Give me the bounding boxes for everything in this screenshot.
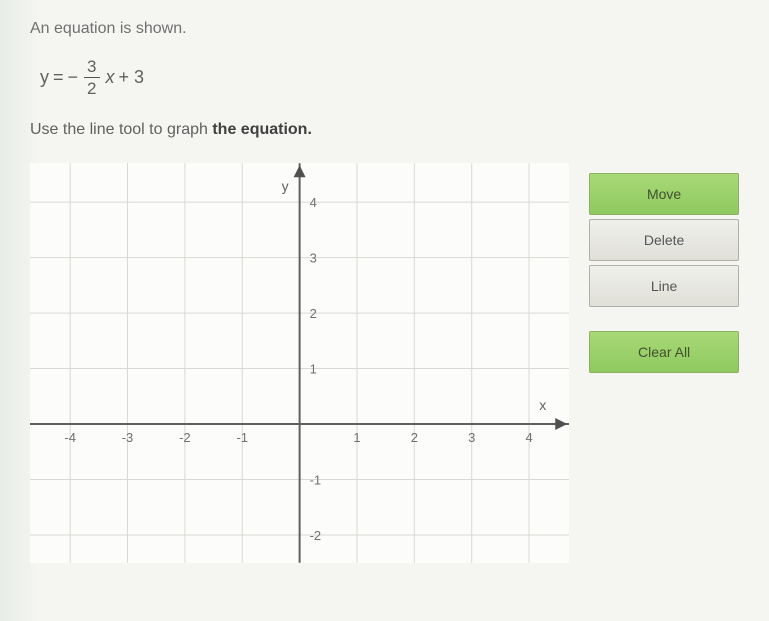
delete-button[interactable]: Delete <box>589 219 739 261</box>
instruction-text: Use the line tool to graph the equation. <box>30 121 739 139</box>
tool-gap <box>589 311 739 327</box>
main-area: -4 -3 -2 -1 1 2 3 4 -2 -1 1 2 3 4 y x Move Delete Line … <box>30 163 739 563</box>
svg-text:2: 2 <box>411 430 418 445</box>
svg-text:-4: -4 <box>64 430 76 445</box>
fraction-denominator: 2 <box>84 78 99 97</box>
svg-text:3: 3 <box>310 251 317 266</box>
svg-text:3: 3 <box>468 430 475 445</box>
svg-text:x: x <box>539 397 546 413</box>
svg-text:-2: -2 <box>179 430 191 445</box>
instruction-bold: the equation. <box>212 121 312 138</box>
intro-text: An equation is shown. <box>30 20 739 38</box>
equation-fraction: 3 2 <box>84 58 99 97</box>
equation-display: y = − 3 2 x + 3 <box>40 58 729 97</box>
svg-text:1: 1 <box>353 430 360 445</box>
line-button[interactable]: Line <box>589 265 739 307</box>
svg-text:1: 1 <box>310 362 317 377</box>
svg-text:4: 4 <box>310 195 317 210</box>
svg-text:-3: -3 <box>122 430 134 445</box>
move-button[interactable]: Move <box>589 173 739 215</box>
svg-text:2: 2 <box>310 306 317 321</box>
svg-text:-1: -1 <box>236 430 248 445</box>
equation-variable: x <box>106 67 115 88</box>
svg-text:4: 4 <box>525 430 532 445</box>
svg-text:-1: -1 <box>310 472 322 487</box>
equation-equals: = <box>53 67 64 88</box>
equation-negative: − <box>68 67 79 88</box>
svg-text:-2: -2 <box>310 528 322 543</box>
question-page: An equation is shown. y = − 3 2 x + 3 Us… <box>0 0 769 621</box>
clear-all-button[interactable]: Clear All <box>589 331 739 373</box>
equation-constant: + 3 <box>119 67 145 88</box>
graph-canvas[interactable]: -4 -3 -2 -1 1 2 3 4 -2 -1 1 2 3 4 y x <box>30 163 569 563</box>
tool-panel: Move Delete Line Clear All <box>589 173 739 563</box>
coordinate-graph[interactable]: -4 -3 -2 -1 1 2 3 4 -2 -1 1 2 3 4 y x <box>30 163 569 563</box>
fraction-numerator: 3 <box>84 58 99 78</box>
instruction-prefix: Use the line tool to graph <box>30 121 212 138</box>
svg-text:y: y <box>282 178 289 194</box>
equation-lhs: y <box>40 67 49 88</box>
